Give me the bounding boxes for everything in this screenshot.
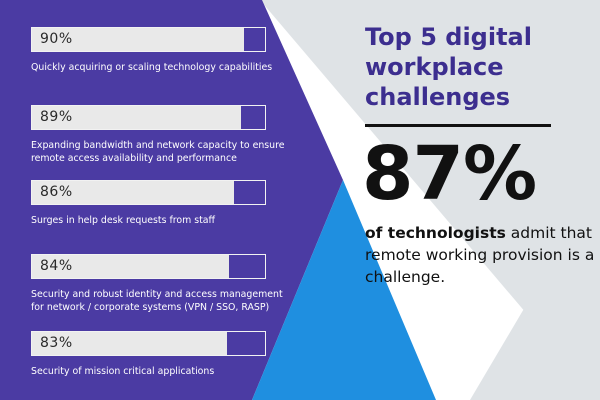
- bar-fill: [32, 181, 235, 204]
- bar-fill: [32, 255, 230, 278]
- bar: 86%: [31, 180, 266, 205]
- bar-category-label: Quickly acquiring or scaling technology …: [31, 62, 273, 73]
- bar-category-label: Surges in help desk requests from staff: [31, 215, 216, 226]
- bar-fill: [32, 332, 228, 355]
- bar-value-label: 84%: [40, 258, 73, 274]
- bar: 89%: [31, 105, 266, 130]
- teal-triangle: [252, 180, 436, 400]
- bar-value-label: 83%: [40, 335, 73, 351]
- stat-text: admit that remote working provision is a…: [365, 224, 595, 286]
- stat-bold-lead: of technologists: [365, 224, 506, 242]
- bar-value-label: 86%: [40, 184, 73, 200]
- title-divider: [365, 124, 551, 127]
- bar-value-label: 90%: [40, 31, 73, 47]
- stat-description: of technologists admit that remote worki…: [365, 222, 595, 288]
- bar-category-label: Security and robust identity and access …: [31, 289, 283, 313]
- gray-triangle-bottom: [470, 180, 600, 400]
- bar-category-label: Expanding bandwidth and network capacity…: [31, 140, 285, 164]
- bar: 90%: [31, 27, 266, 52]
- chart-title: Top 5 digital workplace challenges: [365, 23, 532, 111]
- headline-stat: 87%: [362, 131, 537, 217]
- bar: 84%: [31, 254, 266, 279]
- bar: 83%: [31, 331, 266, 356]
- bar-value-label: 89%: [40, 109, 73, 125]
- bar-fill: [32, 106, 242, 129]
- gray-triangle-top: [260, 0, 600, 400]
- bar-category-label: Security of mission critical application…: [31, 366, 215, 377]
- bar-fill: [32, 28, 244, 51]
